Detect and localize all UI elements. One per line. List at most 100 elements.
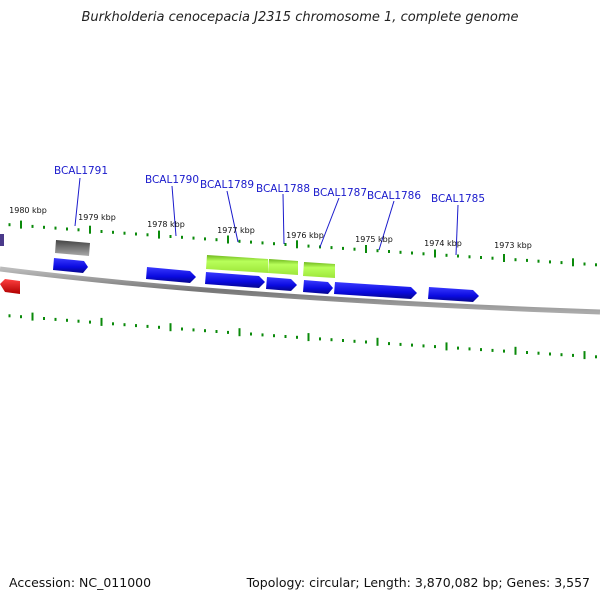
lower-minor-tick — [296, 335, 298, 339]
accession-text: Accession: NC_011000 — [9, 575, 152, 590]
upper-minor-tick — [31, 224, 34, 228]
upper-minor-tick — [43, 225, 45, 229]
lower-minor-tick — [43, 317, 45, 320]
upper-minor-tick — [376, 249, 379, 253]
upper-minor-tick — [307, 244, 310, 248]
upper-minor-tick — [330, 246, 333, 250]
upper-tick-track — [8, 220, 597, 267]
lower-minor-tick — [399, 342, 402, 346]
gene-red — [0, 279, 20, 294]
callout-line-1788 — [282, 193, 285, 245]
gene-green-1 — [206, 255, 268, 273]
upper-minor-tick — [480, 256, 482, 259]
upper-minor-tick — [204, 237, 206, 241]
lower-minor-tick — [422, 344, 425, 348]
upper-major-tick — [365, 245, 367, 253]
scale-label-1979: 1979 kbp — [78, 213, 116, 222]
lower-minor-tick — [480, 348, 482, 352]
lower-minor-tick — [468, 347, 471, 351]
upper-minor-tick — [549, 260, 551, 264]
upper-minor-tick — [445, 253, 448, 257]
gene-blue-2 — [146, 267, 196, 283]
gene-callouts — [74, 177, 459, 256]
lower-minor-tick — [215, 330, 218, 333]
gene-green-3 — [303, 262, 335, 278]
upper-minor-tick — [526, 258, 528, 262]
upper-major-tick — [20, 220, 22, 229]
gene-blue-1 — [53, 258, 88, 273]
upper-minor-tick — [261, 241, 264, 245]
upper-minor-tick — [54, 226, 57, 230]
lower-major-tick — [583, 351, 586, 360]
lower-minor-tick — [146, 324, 149, 328]
gene-label-bcal1787: BCAL1787 — [313, 187, 367, 199]
gene-label-bcal1789: BCAL1789 — [200, 179, 254, 191]
gene-label-bcal1790: BCAL1790 — [145, 174, 199, 186]
lower-minor-tick — [503, 349, 505, 353]
lower-minor-tick — [227, 330, 229, 334]
gene-features — [0, 234, 479, 302]
gene-label-bcal1786: BCAL1786 — [367, 190, 421, 202]
lower-minor-tick — [365, 340, 367, 344]
lower-minor-tick — [158, 325, 160, 329]
gene-labels: BCAL1791 BCAL1790 BCAL1789 BCAL1788 BCAL… — [54, 165, 485, 205]
lower-major-tick — [307, 333, 310, 342]
upper-minor-tick — [66, 227, 68, 231]
upper-major-tick — [503, 254, 505, 262]
lower-minor-tick — [77, 319, 80, 323]
lower-minor-tick — [123, 323, 126, 327]
upper-minor-tick — [560, 261, 563, 265]
upper-minor-tick — [583, 262, 586, 266]
upper-minor-tick — [353, 247, 356, 251]
upper-minor-tick — [77, 228, 80, 232]
genome-title: Burkholderia cenocepacia J2315 chromosom… — [81, 10, 519, 25]
upper-minor-tick — [388, 250, 390, 253]
lower-minor-tick — [250, 332, 252, 336]
upper-minor-tick — [342, 246, 344, 250]
topology-text: Topology: circular; Length: 3,870,082 bp… — [246, 575, 590, 590]
gene-label-bcal1791: BCAL1791 — [54, 165, 108, 177]
upper-minor-tick — [146, 233, 149, 237]
upper-major-tick — [227, 235, 229, 244]
lower-minor-tick — [595, 355, 597, 359]
lower-minor-tick — [261, 333, 264, 337]
lower-minor-tick — [434, 345, 436, 349]
upper-minor-tick — [457, 254, 459, 258]
upper-minor-tick — [123, 231, 126, 235]
scale-label-1976: 1976 kbp — [286, 231, 324, 240]
scale-label-1980: 1980 kbp — [9, 206, 47, 215]
lower-minor-tick — [353, 339, 356, 343]
upper-major-tick — [89, 225, 91, 234]
lower-major-tick — [238, 328, 241, 337]
upper-minor-tick — [491, 256, 494, 260]
scale-label-1974: 1974 kbp — [424, 239, 462, 248]
scale-label-1978: 1978 kbp — [147, 220, 185, 229]
lower-major-tick — [169, 323, 172, 332]
upper-minor-tick — [422, 252, 425, 256]
upper-minor-tick — [595, 263, 597, 267]
lower-minor-tick — [54, 317, 57, 321]
upper-minor-tick — [273, 242, 275, 246]
upper-minor-tick — [169, 235, 172, 238]
lower-minor-tick — [526, 351, 528, 354]
lower-major-tick — [100, 317, 103, 326]
lower-major-tick — [31, 312, 34, 321]
lower-minor-tick — [112, 322, 114, 326]
upper-minor-tick — [100, 230, 103, 233]
upper-minor-tick — [284, 243, 287, 246]
upper-minor-tick — [215, 238, 218, 242]
lower-minor-tick — [411, 343, 413, 347]
lower-minor-tick — [491, 348, 494, 352]
upper-major-tick — [434, 249, 436, 258]
lower-minor-tick — [204, 329, 206, 333]
upper-minor-tick — [399, 250, 402, 254]
lower-minor-tick — [89, 320, 91, 324]
callout-line-1787 — [319, 197, 340, 248]
scale-label-1975: 1975 kbp — [355, 235, 393, 244]
callout-line-1790 — [171, 185, 177, 237]
upper-minor-tick — [181, 235, 183, 239]
upper-major-tick — [158, 230, 160, 239]
gene-fragment-left — [0, 234, 4, 246]
lower-minor-tick — [181, 327, 183, 331]
